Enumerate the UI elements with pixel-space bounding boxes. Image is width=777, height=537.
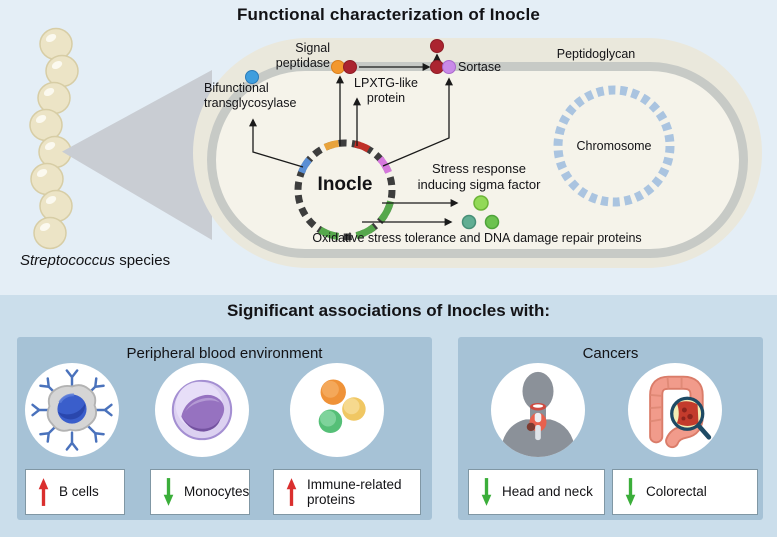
oxidative-stress-label: Oxidative stress tolerance and DNA damag…	[312, 231, 642, 245]
chromosome-label: Chromosome	[576, 139, 652, 153]
up-arrow-icon	[38, 478, 49, 506]
organism-name: Streptococcus	[20, 252, 116, 269]
down-arrow-icon	[625, 478, 636, 506]
panel-cancers: Cancers	[458, 337, 763, 520]
stat-monocytes: Monocytes	[150, 469, 250, 515]
bifunctional-transglycosylase-label: Bifunctional transglycosylase	[204, 81, 297, 110]
stat-colorectal: Colorectal	[612, 469, 758, 515]
top-title: Functional characterization of Inocle	[236, 5, 541, 24]
organism-suffix: species	[115, 252, 171, 269]
inocle-label: Inocle	[317, 174, 373, 195]
panel-peripheral-blood: Peripheral blood environment	[17, 337, 432, 520]
stat-head-and-neck: Head and neck	[468, 469, 605, 515]
stat-b-cells: B cells	[25, 469, 125, 515]
lpxtg-protein-label: LPXTG-like protein	[354, 76, 418, 105]
functional-characterization-section: Functional characterization of Inocle	[0, 0, 777, 295]
down-arrow-icon	[163, 478, 174, 506]
panel-peripheral-blood-title: Peripheral blood environment	[126, 345, 323, 362]
stat-label: Colorectal	[646, 484, 707, 500]
peptidoglycan-label: Peptidoglycan	[556, 47, 636, 61]
immune-proteins-icon	[290, 363, 384, 457]
signal-peptidase-label: Signal peptidase	[275, 41, 330, 70]
sortase-label: Sortase	[458, 60, 502, 74]
sigma-factor-label: Stress response inducing sigma factor	[417, 161, 541, 192]
head-neck-icon	[491, 363, 585, 457]
colorectal-icon	[628, 363, 722, 457]
associations-section: Significant associations of Inocles with…	[0, 295, 777, 537]
panel-cancers-title: Cancers	[582, 345, 639, 362]
stat-label: Head and neck	[502, 484, 593, 500]
stat-immune-proteins: Immune-related proteins	[273, 469, 421, 515]
down-arrow-icon	[481, 478, 492, 506]
up-arrow-icon	[286, 478, 297, 506]
stat-label: B cells	[59, 484, 99, 500]
stat-label: Monocytes	[184, 484, 250, 500]
streptococcus-chain-illustration	[29, 27, 79, 250]
associations-title: Significant associations of Inocles with…	[226, 301, 551, 320]
stat-label: Immune-related proteins	[307, 476, 402, 508]
b-cell-icon	[25, 363, 119, 457]
streptococcus-species-label: Streptococcus species	[20, 252, 170, 269]
monocyte-icon	[155, 363, 249, 457]
